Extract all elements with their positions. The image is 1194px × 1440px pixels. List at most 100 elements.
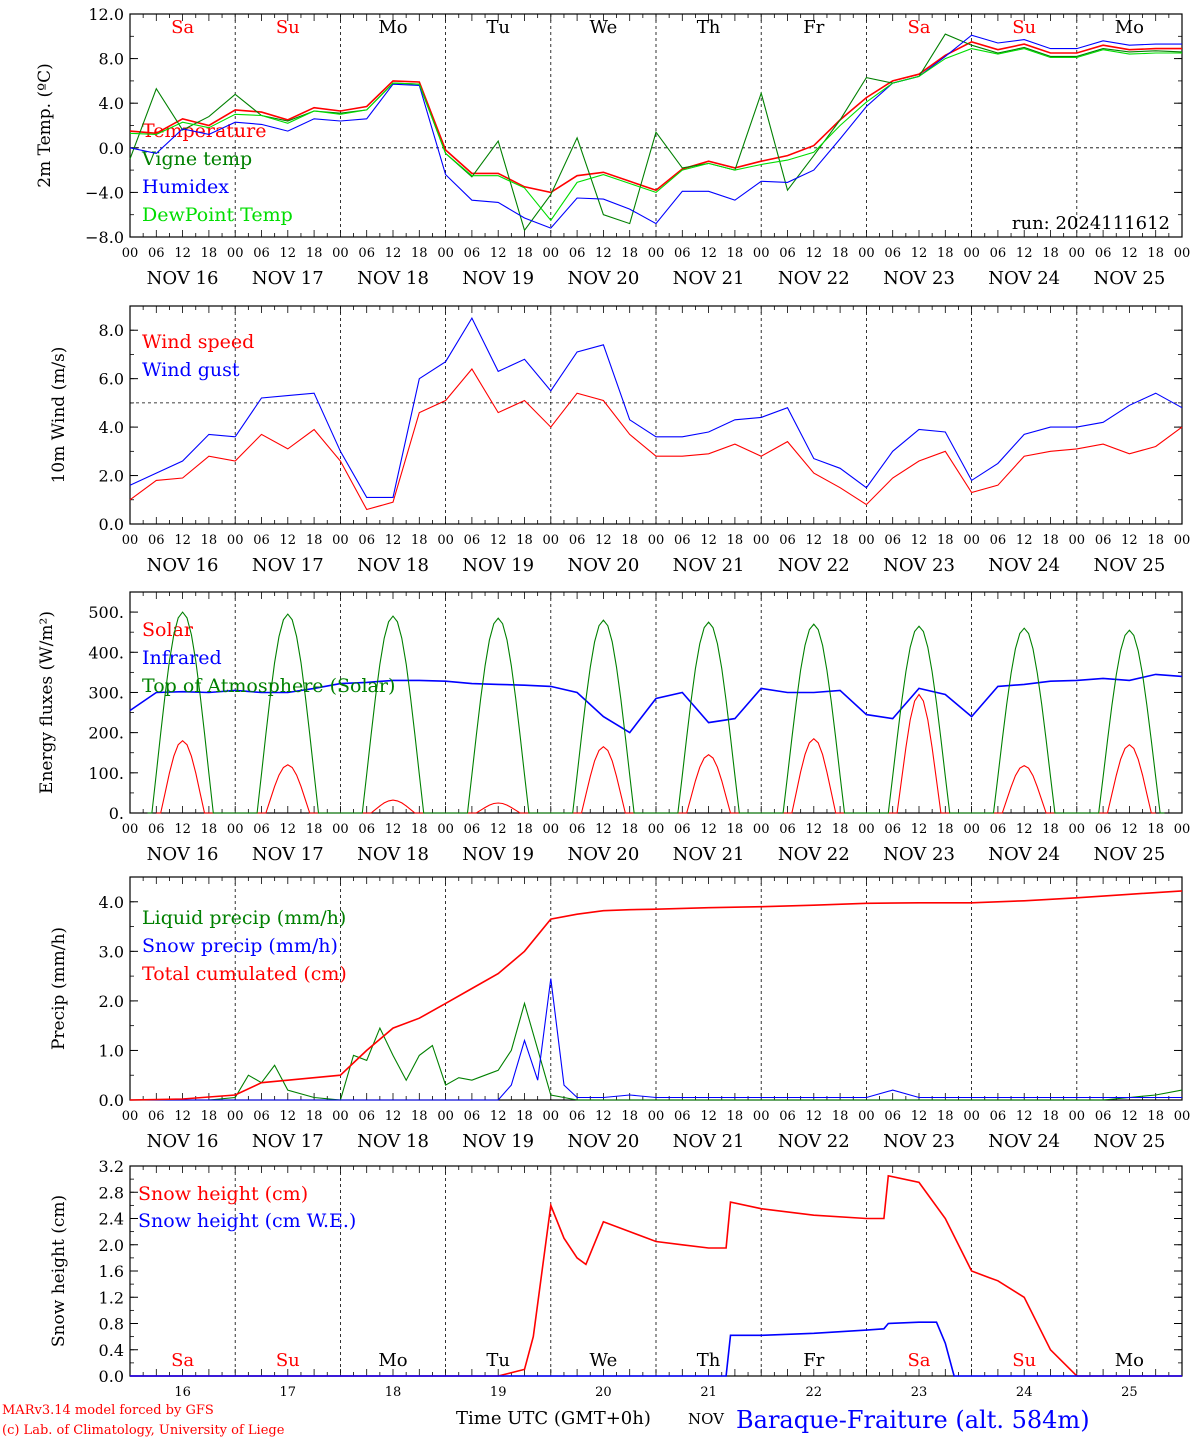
legend-entry: Total cumulated (cm) [142, 963, 347, 985]
panel-5: 0.0 0.4 0.8 1.2 1.6 2.0 2.4 2.8 3.2 Snow height (… [49, 1157, 1183, 1400]
y-tick-label: 0.0 [99, 1091, 124, 1110]
x-hour-label: 12 [911, 1109, 928, 1124]
x-day-number: 17 [280, 1385, 297, 1400]
y-tick-label: 3.2 [99, 1157, 124, 1176]
x-day-number: 21 [700, 1385, 717, 1400]
x-date-label: NOV 21 [673, 1131, 745, 1152]
x-hour-label: 06 [358, 1109, 375, 1124]
x-date-label: NOV 25 [1093, 1131, 1165, 1152]
x-hour-label: 06 [674, 246, 691, 261]
x-hour-label: 12 [1016, 1109, 1033, 1124]
footer-month: NOV [688, 1410, 725, 1428]
x-hour-label: 18 [1147, 1109, 1164, 1124]
x-hour-label: 06 [884, 1109, 901, 1124]
x-hour-label: 12 [174, 246, 191, 261]
x-hour-label: 06 [464, 533, 481, 548]
weekday-label: Mo [378, 17, 407, 38]
x-date-label: NOV 21 [673, 268, 745, 289]
weekday-label: Mo [1115, 1350, 1144, 1371]
footer: MARv3.14 model forced by GFS (c) Lab. of… [2, 1403, 1090, 1438]
x-hour-label: 00 [963, 822, 980, 837]
x-hour-label: 18 [937, 533, 954, 548]
x-hour-label: 12 [700, 246, 717, 261]
x-hour-label: 18 [306, 822, 323, 837]
legend-entry: Top of Atmosphere (Solar) [142, 675, 395, 697]
panel-4: 0.0 1.0 2.0 3.0 4.0 Precip (mm/h) Liquid preci… [49, 876, 1190, 1152]
x-hour-label: 06 [358, 246, 375, 261]
x-date-label: NOV 23 [883, 268, 955, 289]
x-hour-label: 06 [148, 822, 165, 837]
x-date-label: NOV 20 [567, 844, 639, 865]
legend-entry: DewPoint Temp [142, 204, 293, 226]
x-hour-label: 00 [437, 533, 454, 548]
weekday-label: Tu [486, 17, 510, 38]
x-hour-label: 18 [1042, 246, 1059, 261]
x-hour-label: 18 [1147, 533, 1164, 548]
x-hour-label: 06 [1095, 246, 1112, 261]
footer-model-credit: MARv3.14 model forced by GFS [2, 1403, 214, 1418]
x-hour-label: 00 [1069, 246, 1086, 261]
x-date-label: NOV 19 [462, 555, 534, 576]
x-hour-label: 12 [490, 246, 507, 261]
x-date-label: NOV 19 [462, 268, 534, 289]
x-hour-label: 18 [621, 1109, 638, 1124]
x-hour-label: 12 [385, 1109, 402, 1124]
x-date-label: NOV 18 [357, 1131, 429, 1152]
x-hour-label: 06 [674, 1109, 691, 1124]
panels: −8.0 −4.0 0.0 4.0 8.0 12.0 2m Temp. (ºC) Temper… [35, 5, 1190, 1400]
series-line-top-of-atmosphere-solar- [147, 611, 1165, 814]
x-hour-label: 12 [174, 1109, 191, 1124]
y-tick-label: 100. [88, 764, 124, 783]
y-tick-label: −8.0 [85, 228, 124, 247]
x-hour-label: 00 [753, 1109, 770, 1124]
x-hour-label: 18 [832, 246, 849, 261]
x-hour-label: 18 [727, 822, 744, 837]
panel-2: 0.0 2.0 4.0 6.0 8.0 10m Wind (m/s) Wind speed W… [49, 305, 1190, 576]
x-date-label: NOV 20 [567, 268, 639, 289]
x-hour-label: 06 [148, 533, 165, 548]
x-hour-label: 18 [1042, 1109, 1059, 1124]
x-date-label: NOV 23 [883, 844, 955, 865]
weekday-label: Th [697, 1350, 721, 1371]
x-hour-label: 00 [753, 246, 770, 261]
x-hour-label: 06 [148, 246, 165, 261]
legend-entry: Temperature [142, 120, 266, 142]
x-day-number: 19 [490, 1385, 507, 1400]
x-hour-label: 12 [280, 246, 297, 261]
y-tick-label: 8.0 [99, 321, 124, 340]
x-hour-label: 06 [464, 822, 481, 837]
x-date-label: NOV 24 [988, 1131, 1060, 1152]
x-date-label: NOV 16 [147, 268, 219, 289]
y-axis-label: 10m Wind (m/s) [49, 347, 69, 484]
x-hour-label: 18 [411, 1109, 428, 1124]
x-hour-label: 18 [306, 1109, 323, 1124]
legend-entry: Vigne temp [141, 148, 252, 170]
series-line-vigne-temp [129, 33, 1183, 232]
x-hour-label: 00 [437, 246, 454, 261]
weekday-label: Th [697, 17, 721, 38]
x-date-label: NOV 17 [252, 1131, 324, 1152]
x-hour-label: 12 [1121, 533, 1138, 548]
x-hour-label: 06 [990, 1109, 1007, 1124]
x-hour-label: 12 [700, 1109, 717, 1124]
x-hour-label: 06 [253, 246, 270, 261]
x-hour-label: 00 [1069, 1109, 1086, 1124]
x-day-number: 18 [385, 1385, 402, 1400]
x-hour-label: 00 [858, 246, 875, 261]
x-hour-label: 18 [1042, 822, 1059, 837]
x-hour-label: 00 [858, 533, 875, 548]
weekday-label: We [590, 17, 618, 38]
x-hour-label: 12 [806, 822, 823, 837]
x-date-label: NOV 24 [988, 555, 1060, 576]
y-tick-label: 300. [88, 683, 124, 702]
x-date-label: NOV 17 [252, 555, 324, 576]
x-hour-label: 00 [963, 533, 980, 548]
x-hour-label: 12 [911, 246, 928, 261]
x-hour-label: 12 [490, 822, 507, 837]
x-hour-label: 00 [963, 1109, 980, 1124]
x-hour-label: 12 [174, 533, 191, 548]
y-tick-label: 200. [88, 724, 124, 743]
y-tick-label: 4.0 [99, 418, 124, 437]
x-hour-label: 00 [332, 1109, 349, 1124]
x-hour-label: 12 [595, 822, 612, 837]
